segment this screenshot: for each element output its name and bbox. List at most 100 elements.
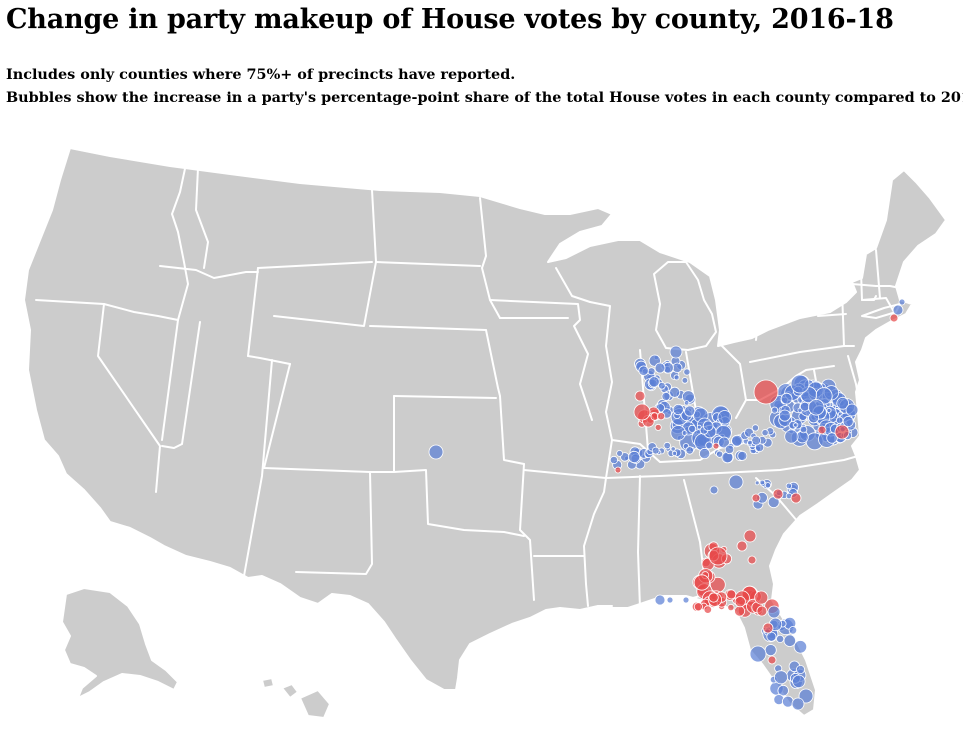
dem-county-bubble [671, 450, 678, 456]
rep-county-bubble [634, 390, 646, 402]
dem-county-bubble [616, 449, 623, 457]
state-borders [35, 163, 901, 609]
dem-county-bubble [705, 441, 714, 450]
michigan-lower-peninsula [653, 261, 717, 351]
rep-county-bubble [703, 605, 712, 614]
rep-county-bubble [772, 488, 784, 500]
dem-county-bubble [683, 368, 691, 376]
dem-county-bubble [784, 429, 799, 444]
rep-county-bubble [708, 592, 719, 603]
dem-county-bubble [766, 631, 777, 642]
dem-county-bubble [775, 634, 785, 644]
dem-county-bubble [759, 479, 766, 486]
dem-county-bubble [777, 684, 789, 697]
dem-county-bubble [808, 399, 825, 416]
dem-county-bubble [684, 405, 696, 417]
dem-county-bubble [628, 450, 641, 464]
dem-county-bubble [754, 480, 760, 486]
dem-county-bubble [666, 596, 674, 604]
dem-county-bubble [782, 695, 794, 708]
dem-county-bubble [702, 420, 714, 432]
dem-county-bubble [792, 674, 806, 689]
dem-county-bubble [764, 482, 772, 489]
dem-county-bubble [661, 391, 671, 401]
dem-county-bubble [669, 386, 681, 398]
rep-county-bubble [693, 574, 710, 591]
dem-county-bubble [681, 430, 688, 436]
rep-county-bubble [834, 424, 850, 440]
dem-county-bubble [785, 482, 793, 490]
dem-county-bubble [842, 415, 854, 427]
rep-county-bubble [743, 529, 757, 543]
dem-county-bubble [673, 374, 680, 381]
dem-county-bubble [672, 403, 684, 416]
dem-county-bubble [767, 605, 781, 619]
us-county-bubble-map [23, 147, 947, 719]
rep-county-bubble [633, 403, 651, 421]
rep-county-bubble [734, 596, 746, 608]
rep-county-bubble [726, 589, 737, 600]
dem-county-bubble [788, 626, 798, 635]
dem-county-bubble [892, 304, 904, 316]
rep-county-bubble [747, 555, 757, 565]
rep-county-bubble [734, 605, 746, 617]
rep-county-bubble [767, 655, 777, 665]
dem-county-bubble [681, 377, 689, 384]
dem-county-bubble [778, 409, 791, 422]
rep-county-bubble [727, 603, 735, 612]
dem-county-bubble [654, 594, 666, 606]
dem-county-bubble [749, 645, 767, 663]
dem-county-bubble [698, 447, 711, 460]
rep-county-bubble [751, 493, 761, 503]
dem-county-bubble [688, 424, 697, 433]
dem-county-bubble [609, 455, 619, 465]
dem-county-bubble [835, 416, 844, 424]
hawaii-oahu [261, 677, 275, 689]
dem-county-bubble [751, 424, 760, 432]
dem-county-bubble [791, 697, 805, 711]
dem-county-bubble [658, 381, 666, 390]
rep-county-bubble [762, 622, 774, 634]
alaska [61, 587, 179, 699]
dem-county-bubble [724, 444, 735, 455]
dem-county-bubble [761, 429, 769, 437]
rep-county-bubble [708, 546, 728, 566]
dem-county-bubble [783, 634, 797, 647]
hawaii-maui [281, 683, 299, 699]
dem-county-bubble [682, 596, 690, 604]
dem-county-bubble [790, 374, 810, 394]
hawaii-big-island [299, 689, 331, 719]
dem-county-bubble [651, 446, 660, 455]
dem-county-bubble [709, 485, 719, 495]
rep-county-bubble [656, 412, 666, 421]
rep-county-bubble [754, 590, 769, 605]
dem-county-bubble [638, 365, 649, 376]
dem-county-bubble [780, 392, 793, 405]
dem-county-bubble [737, 450, 748, 461]
dem-county-bubble [654, 362, 666, 374]
subtitle-precincts-note: Includes only counties where 75%+ of pre… [6, 66, 516, 83]
rep-county-bubble [790, 492, 802, 504]
dem-county-bubble [898, 298, 906, 306]
dem-county-bubble [771, 406, 779, 414]
dem-county-bubble [670, 446, 676, 452]
dem-county-bubble [793, 422, 799, 428]
rep-county-bubble [889, 313, 899, 323]
dem-county-bubble [764, 644, 777, 657]
dem-county-bubble [685, 446, 694, 455]
dem-county-bubble [669, 345, 683, 359]
dem-county-bubble [696, 424, 702, 430]
subtitle-bubble-explanation: Bubbles show the increase in a party's p… [6, 89, 963, 106]
dem-county-bubble [826, 432, 838, 444]
dem-county-bubble [799, 425, 808, 434]
rep-county-bubble [756, 605, 768, 617]
dem-county-bubble [648, 376, 660, 388]
dem-county-bubble [826, 407, 832, 413]
rep-county-bubble [654, 423, 662, 431]
rep-county-bubble [817, 425, 827, 435]
rep-county-bubble [693, 602, 703, 612]
rep-county-bubble [614, 466, 622, 474]
dem-county-bubble [731, 434, 743, 447]
county-bubbles [428, 298, 906, 711]
rep-county-bubble [736, 540, 748, 552]
